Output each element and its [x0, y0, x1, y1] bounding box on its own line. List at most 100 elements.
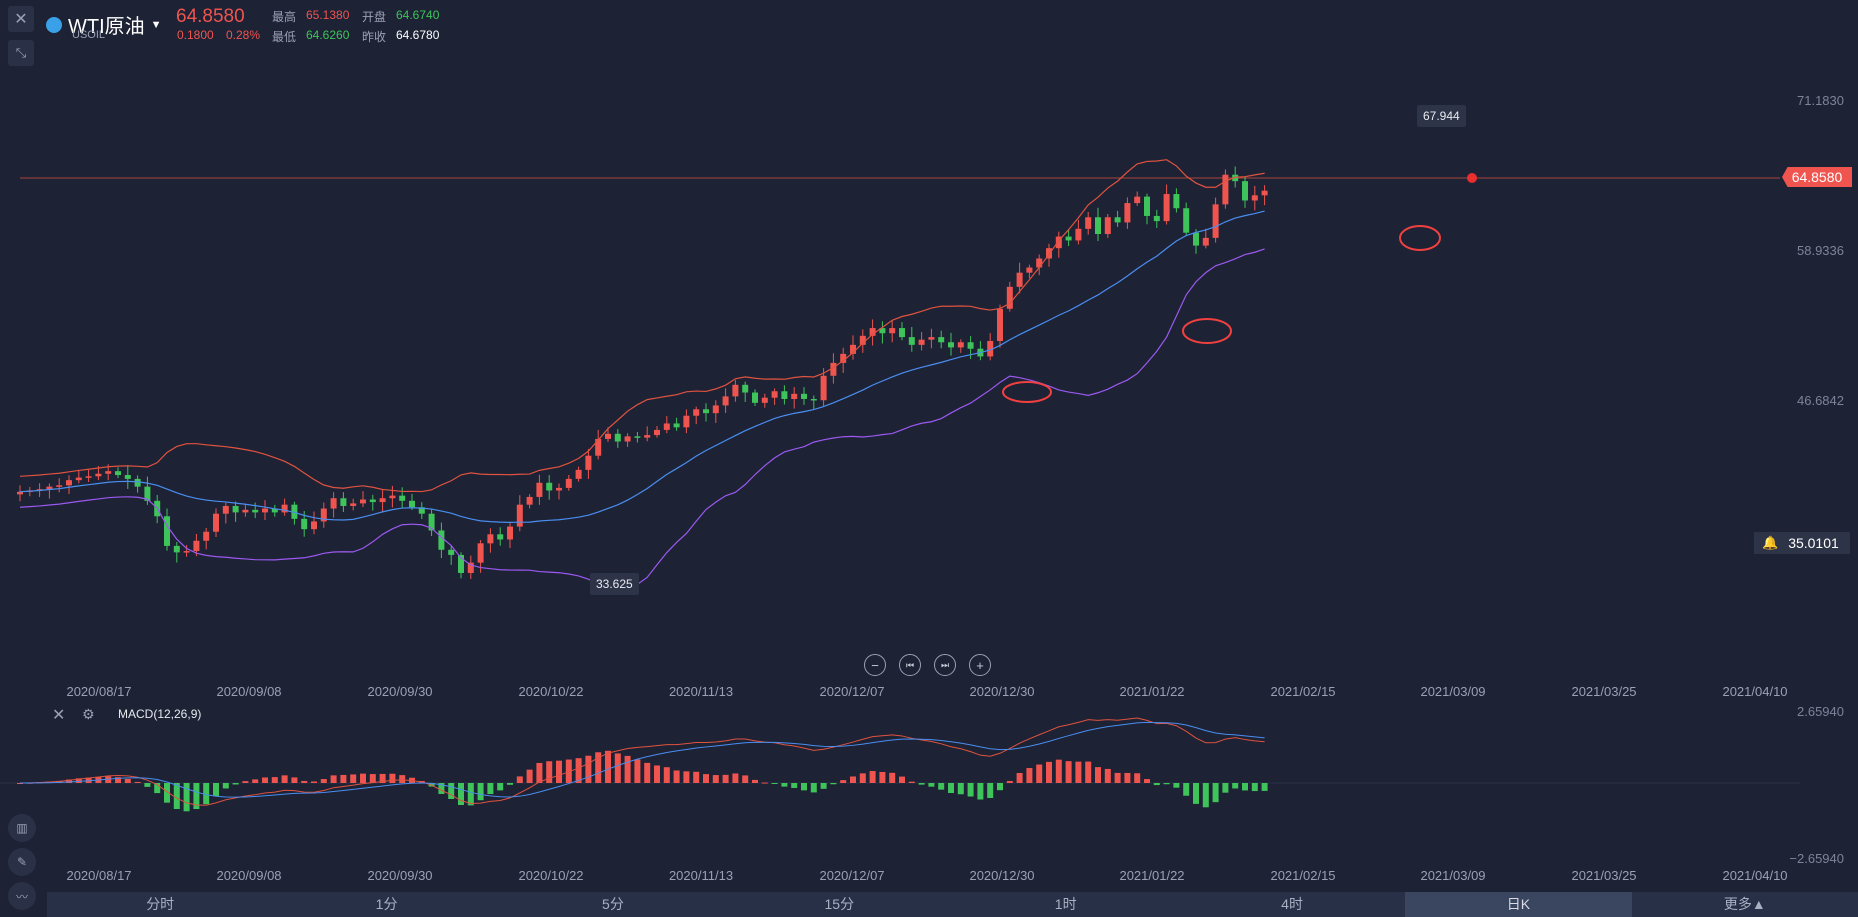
candle: [1222, 174, 1229, 205]
tab-timeframe-6[interactable]: 4时: [1281, 896, 1303, 912]
macd-bar: [987, 783, 994, 798]
candle: [252, 509, 259, 513]
candle: [1212, 204, 1219, 238]
candle: [614, 433, 621, 442]
candle: [703, 409, 709, 414]
candle: [340, 498, 347, 506]
candle: [712, 405, 719, 414]
tab-timeframe-7[interactable]: 日K: [1405, 892, 1632, 917]
macd-bar: [1124, 772, 1131, 783]
macd-bar: [291, 777, 298, 783]
candle: [742, 384, 749, 393]
indicators-button[interactable]: ▥: [8, 814, 36, 842]
instrument-selector[interactable]: WTI原油 ▼: [46, 10, 162, 39]
price-axis-label: 58.9336: [1797, 243, 1844, 258]
date-axis-label: 2021/03/09: [1420, 684, 1486, 699]
candle: [908, 337, 915, 345]
macd-bar: [899, 776, 905, 783]
draw-tool-button[interactable]: ✎: [8, 848, 36, 876]
macd-bar: [1085, 761, 1092, 783]
tab-timeframe-1[interactable]: 分时: [146, 896, 175, 912]
candle: [967, 342, 974, 349]
macd-bar: [399, 775, 406, 783]
macd-bar: [752, 779, 758, 783]
candle: [85, 476, 92, 478]
candle: [634, 436, 641, 438]
scroll-right-button[interactable]: ⏭: [934, 654, 956, 676]
candle: [938, 337, 945, 343]
candle: [1232, 174, 1239, 182]
candle: [75, 477, 82, 481]
indicator-settings-button[interactable]: ⚙: [82, 706, 95, 723]
macd-bar: [1075, 761, 1082, 783]
candle: [752, 392, 758, 403]
candle: [291, 504, 298, 519]
macd-bar: [144, 783, 151, 787]
date-axis-label: 2020/12/30: [969, 868, 1035, 883]
macd-bar: [311, 781, 317, 783]
macd-bar: [644, 762, 651, 783]
macd-bar: [526, 769, 533, 783]
zoom-out-button[interactable]: −: [864, 654, 886, 676]
candle: [418, 507, 425, 514]
macd-bar: [1193, 783, 1199, 804]
date-axis-label: 2020/10/22: [518, 868, 584, 883]
candle: [66, 480, 72, 486]
macd-bar: [977, 783, 984, 800]
macd-bar: [1202, 783, 1209, 808]
candle: [144, 486, 151, 501]
tab-timeframe-5[interactable]: 1时: [1054, 896, 1077, 912]
prev-close-value: 64.6780: [396, 28, 440, 42]
tab-timeframe-4[interactable]: 15分: [824, 896, 855, 912]
boll-lower-line: [19, 248, 1265, 591]
price-alert[interactable]: 🔔 35.0101: [1754, 532, 1850, 554]
collapse-button[interactable]: ⤡: [8, 40, 34, 66]
candle: [526, 496, 533, 505]
candle: [301, 518, 308, 530]
macd-bar: [879, 771, 886, 783]
candle: [918, 339, 925, 345]
candle: [605, 433, 611, 439]
current-price-tag: 64.8580: [1782, 167, 1852, 187]
macd-bar: [810, 783, 817, 793]
timeframe-bar: 分时 1分 5分 15分 1时 4时 日K 更多▲: [47, 892, 1858, 917]
date-axis-label: 2020/08/17: [66, 868, 132, 883]
candle: [458, 554, 464, 573]
date-axis-label: 2020/08/17: [66, 684, 132, 699]
tab-timeframe-3[interactable]: 5分: [602, 896, 624, 912]
candle: [1036, 258, 1043, 268]
price-change: 0.1800: [177, 28, 214, 42]
macd-bar: [389, 773, 396, 783]
macd-bar: [164, 783, 170, 803]
prev-close-label: 昨收: [362, 30, 387, 44]
macd-bar: [477, 783, 484, 801]
trend-line-icon: 〰: [15, 889, 28, 904]
candle: [791, 393, 798, 399]
macd-axis-top: 2.65940: [1797, 704, 1844, 719]
close-chart-button[interactable]: ✕: [8, 6, 34, 32]
macd-bar: [801, 783, 807, 791]
macd-bar: [791, 783, 798, 788]
candle: [507, 526, 513, 540]
candle: [1095, 217, 1101, 234]
tab-timeframe-2[interactable]: 1分: [375, 896, 398, 912]
zoom-in-button[interactable]: +: [969, 654, 991, 676]
macd-bar: [1095, 767, 1101, 783]
macd-bar: [487, 783, 494, 795]
tab-more[interactable]: 更多▲: [1723, 896, 1766, 912]
macd-bar: [771, 783, 778, 784]
macd-bar: [614, 753, 621, 783]
macd-bar: [360, 773, 366, 783]
macd-bar: [262, 777, 268, 783]
close-indicator-button[interactable]: ✕: [52, 705, 65, 725]
candle: [546, 482, 553, 491]
macd-bar: [1104, 768, 1111, 783]
line-tool-button[interactable]: 〰: [8, 882, 36, 910]
candle: [56, 485, 63, 487]
macd-bar: [350, 774, 357, 783]
candle: [193, 540, 200, 552]
macd-bar: [663, 767, 670, 783]
macd-bar: [634, 759, 641, 783]
scroll-left-button[interactable]: ⏮: [899, 654, 921, 676]
